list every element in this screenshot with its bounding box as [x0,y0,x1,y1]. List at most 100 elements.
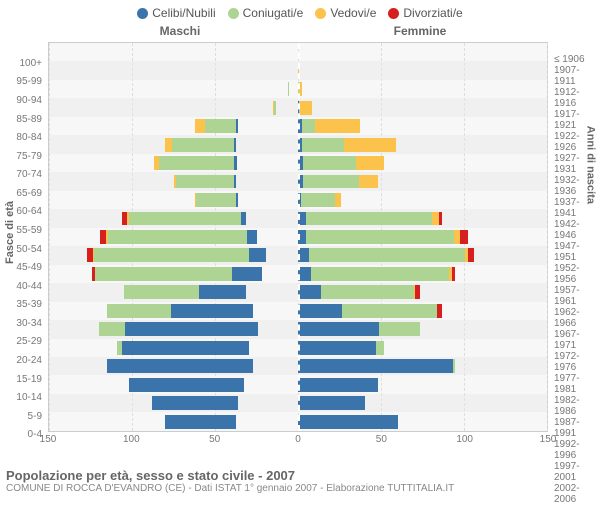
bar-stack-male [122,212,298,226]
age-label: 40-44 [0,277,46,296]
male-half [49,43,298,61]
bar-stack-female [298,230,504,244]
bar-segment [107,359,253,373]
bar-stack-male [152,396,298,410]
bar-stack-female [298,212,487,226]
bar-stack-female [298,415,456,429]
bar-stack-male [154,156,298,170]
male-label: Maschi [60,24,300,38]
bar-segment [379,322,420,336]
gender-labels: Maschi Femmine [0,24,600,38]
legend-item: Vedovi/e [315,6,376,20]
age-label: 75-79 [0,147,46,166]
legend-label: Celibi/Nubili [152,6,215,20]
bar-segment [247,230,258,244]
bar-segment [309,248,465,262]
female-half [298,357,547,375]
bar-stack-male [288,82,298,96]
legend-swatch [315,8,326,19]
female-half [298,154,547,172]
birth-label: 1912-1916 [550,87,600,109]
age-label: 50-54 [0,240,46,259]
bar-segment [122,341,249,355]
bar-segment [321,285,414,299]
birth-label: 1967-1971 [550,329,600,351]
bar-stack-female [298,267,496,281]
bar-segment [274,101,276,115]
male-half [49,357,298,375]
bar-stack-female [298,378,439,392]
female-half [298,80,547,98]
bar-segment [298,415,398,429]
bar-stack-male [165,415,298,429]
bar-stack-female [298,193,401,207]
bar-stack-male [124,285,298,299]
legend-label: Coniugati/e [243,6,304,20]
bar-segment [124,285,200,299]
legend-item: Celibi/Nubili [137,6,215,20]
birth-label: 1942-1946 [550,219,600,241]
bar-segment [359,175,378,189]
male-half [49,339,298,357]
bar-stack-male [165,138,298,152]
male-half [49,209,298,227]
bar-segment [94,248,249,262]
birth-label: 1977-1981 [550,373,600,395]
x-tick: 100 [456,434,473,445]
male-half [49,302,298,320]
female-half [298,209,547,227]
female-half [298,43,547,61]
bar-segment [302,138,344,152]
female-half [298,191,547,209]
age-label: 45-49 [0,258,46,277]
female-half [298,172,547,190]
bar-segment [172,138,234,152]
x-tick: 100 [123,434,140,445]
bar-segment [232,267,262,281]
age-label: 100+ [0,54,46,73]
female-half [298,135,547,153]
age-label: 10-14 [0,388,46,407]
population-pyramid-chart: Celibi/NubiliConiugati/eVedovi/eDivorzia… [0,0,600,500]
caption: Popolazione per età, sesso e stato civil… [6,468,594,494]
bar-segment [439,212,442,226]
bar-stack-male [107,359,298,373]
birth-label: 1947-1951 [550,241,600,263]
birth-label: 1987-1991 [550,417,600,439]
age-label: 15-19 [0,370,46,389]
female-half [298,394,547,412]
male-half [49,61,298,79]
female-half [298,320,547,338]
bar-segment [342,304,437,318]
birth-label: 1927-1931 [550,153,600,175]
birth-label: 1972-1976 [550,351,600,373]
x-tick: 150 [540,434,557,445]
chart-subtitle: COMUNE DI ROCCA D'EVANDRO (CE) - Dati IS… [6,483,594,494]
bar-segment [468,248,474,262]
x-tick: 50 [376,434,387,445]
birth-label: 1962-1966 [550,307,600,329]
birth-label: 1937-1941 [550,197,600,219]
bar-segment [298,322,379,336]
male-half [49,320,298,338]
birth-label: 1932-1936 [550,175,600,197]
plot-body: Maschi Femmine Fasce di età Anni di nasc… [0,24,600,450]
bar-stack-male [100,230,298,244]
male-half [49,98,298,116]
age-label: 70-74 [0,165,46,184]
bar-stack-female [298,304,487,318]
male-half [49,191,298,209]
bar-segment [344,138,396,152]
bar-segment [234,156,237,170]
bar-stack-female [298,82,328,96]
birth-label: 1982-1986 [550,395,600,417]
bar-segment [302,119,314,133]
bar-segment [129,212,240,226]
bar-stack-male [174,175,299,189]
bar-segment [196,193,236,207]
male-half [49,265,298,283]
x-tick: 50 [209,434,220,445]
bar-segment [171,304,254,318]
x-tick: 0 [295,434,301,445]
female-half [298,265,547,283]
